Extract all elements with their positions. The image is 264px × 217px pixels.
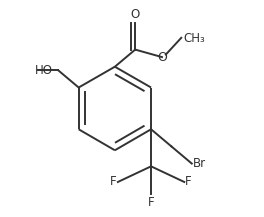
Text: F: F: [148, 196, 154, 209]
Text: O: O: [157, 51, 167, 64]
Text: O: O: [131, 8, 140, 21]
Text: F: F: [110, 176, 117, 189]
Text: F: F: [185, 176, 192, 189]
Text: HO: HO: [35, 64, 53, 77]
Text: CH₃: CH₃: [183, 32, 205, 45]
Text: Br: Br: [193, 157, 206, 170]
